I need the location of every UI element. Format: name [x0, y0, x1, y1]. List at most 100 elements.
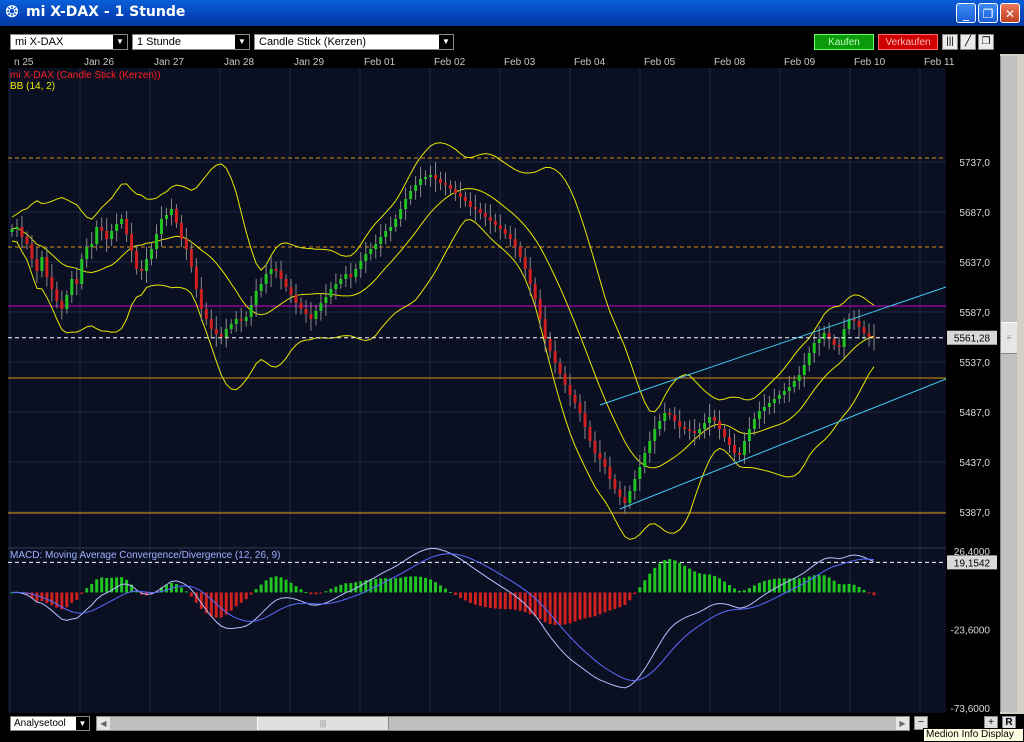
chevron-down-icon[interactable]: ▼ — [235, 35, 249, 49]
macd-histogram-bar — [678, 562, 682, 593]
macd-histogram-bar — [424, 577, 428, 593]
candle-body — [508, 234, 512, 239]
macd-histogram-bar — [837, 583, 841, 593]
candle-body — [404, 199, 408, 209]
candle-body — [214, 329, 218, 334]
candle-body — [424, 177, 428, 179]
zoom-out-button[interactable]: − — [914, 716, 928, 730]
macd-histogram-bar — [314, 592, 318, 595]
candle-body — [728, 437, 731, 445]
candle-body — [723, 429, 727, 437]
sell-button[interactable]: Verkaufen — [878, 34, 938, 50]
vertical-scrollbar[interactable]: ≡ — [1000, 56, 1017, 712]
candle-body — [439, 179, 443, 183]
candle-body — [802, 365, 806, 375]
candle-body — [120, 219, 124, 224]
date-label: Feb 09 — [784, 57, 816, 68]
macd-histogram-bar — [867, 592, 871, 594]
window-title: mi X-DAX - 1 Stunde — [26, 4, 186, 20]
candle-body — [678, 421, 682, 427]
draw-line-icon[interactable]: ╱ — [960, 34, 976, 50]
vertical-scroll-thumb[interactable]: ≡ — [1001, 322, 1017, 354]
chevron-down-icon[interactable]: ▼ — [113, 35, 127, 49]
macd-histogram-bar — [164, 584, 168, 593]
symbol-select[interactable]: mi X-DAX ▼ — [10, 34, 128, 50]
candle-body — [693, 431, 697, 433]
macd-histogram-bar — [488, 592, 492, 608]
candle-body — [419, 179, 423, 185]
candle-body — [623, 497, 627, 503]
candle-body — [548, 339, 552, 351]
candle-body — [633, 479, 637, 491]
price-tick-label: 5537,0 — [959, 358, 990, 369]
maximize-button[interactable]: ❐ — [978, 3, 998, 23]
macd-histogram-bar — [10, 592, 14, 594]
scroll-left-icon[interactable]: ◀ — [97, 717, 110, 730]
window-restore-icon[interactable]: ❐ — [978, 34, 994, 50]
charttype-select[interactable]: Candle Stick (Kerzen) ▼ — [254, 34, 454, 50]
legend-bb: BB (14, 2) — [10, 81, 55, 92]
price-tick-label: 5437,0 — [959, 458, 990, 469]
macd-histogram-bar — [872, 592, 876, 596]
candle-body — [498, 225, 502, 229]
horizontal-scrollbar[interactable]: ◀ ||| ▶ — [96, 716, 910, 731]
candle-body — [568, 385, 572, 395]
macd-histogram-bar — [254, 589, 258, 593]
minimize-button[interactable]: _ — [956, 3, 976, 23]
macd-histogram-bar — [65, 592, 69, 608]
macd-histogram-bar — [673, 560, 677, 593]
macd-histogram-bar — [742, 590, 746, 593]
macd-histogram-bar — [728, 584, 731, 593]
chart-area[interactable]: n 25 Jan 26 Jan 27 Jan 28 Jan 29 Feb 01 Feb 02… — [0, 54, 1000, 714]
channel-upper-line — [599, 286, 947, 406]
macd-histogram-bar — [563, 592, 567, 625]
candle-body — [653, 429, 657, 441]
macd-histogram-bar — [439, 585, 443, 593]
candle-body — [140, 269, 144, 271]
horizontal-scroll-thumb[interactable]: ||| — [257, 717, 389, 730]
analysis-tool-select[interactable]: Analysetool ▼ — [10, 716, 90, 731]
date-label: Jan 28 — [224, 57, 254, 68]
candle-body — [249, 305, 253, 317]
date-label: Feb 03 — [504, 57, 536, 68]
bars-tool-icon[interactable]: ||| — [942, 34, 958, 50]
date-label: Feb 05 — [644, 57, 676, 68]
macd-histogram-bar — [384, 578, 388, 593]
y-axis-strip — [946, 54, 1000, 714]
close-button[interactable]: ✕ — [1000, 3, 1020, 23]
macd-histogram-bar — [448, 591, 452, 593]
macd-histogram-bar — [757, 582, 761, 593]
candle-body — [184, 239, 188, 249]
reset-button[interactable]: R — [1002, 716, 1016, 730]
candle-body — [583, 413, 587, 427]
candle-body — [703, 423, 707, 429]
candle-body — [159, 219, 163, 234]
macd-histogram-bar — [847, 583, 851, 593]
candle-body — [468, 201, 472, 207]
chevron-down-icon[interactable]: ▼ — [439, 35, 453, 49]
app-icon: ❂ — [5, 4, 19, 21]
macd-histogram-bar — [643, 580, 647, 593]
candle-body — [698, 429, 702, 433]
macd-histogram-bar — [394, 578, 398, 593]
candle-body — [563, 374, 567, 385]
macd-histogram-bar — [174, 583, 178, 593]
candle-body — [145, 259, 149, 271]
macd-histogram-bar — [458, 592, 462, 598]
candle-body — [30, 244, 34, 259]
macd-histogram-bar — [224, 592, 228, 615]
macd-histogram-bar — [613, 592, 617, 609]
candle-body — [414, 185, 418, 191]
macd-histogram-bar — [533, 592, 537, 617]
macd-histogram-bar — [209, 592, 213, 617]
candle-body — [374, 244, 378, 249]
interval-select[interactable]: 1 Stunde ▼ — [132, 34, 250, 50]
macd-histogram-bar — [319, 592, 323, 594]
buy-button[interactable]: Kaufen — [814, 34, 874, 50]
candle-body — [369, 249, 373, 254]
chevron-down-icon[interactable]: ▼ — [76, 717, 89, 730]
macd-histogram-bar — [473, 592, 477, 605]
scroll-right-icon[interactable]: ▶ — [896, 717, 909, 730]
macd-histogram-bar — [548, 592, 552, 625]
candle-body — [857, 321, 861, 327]
